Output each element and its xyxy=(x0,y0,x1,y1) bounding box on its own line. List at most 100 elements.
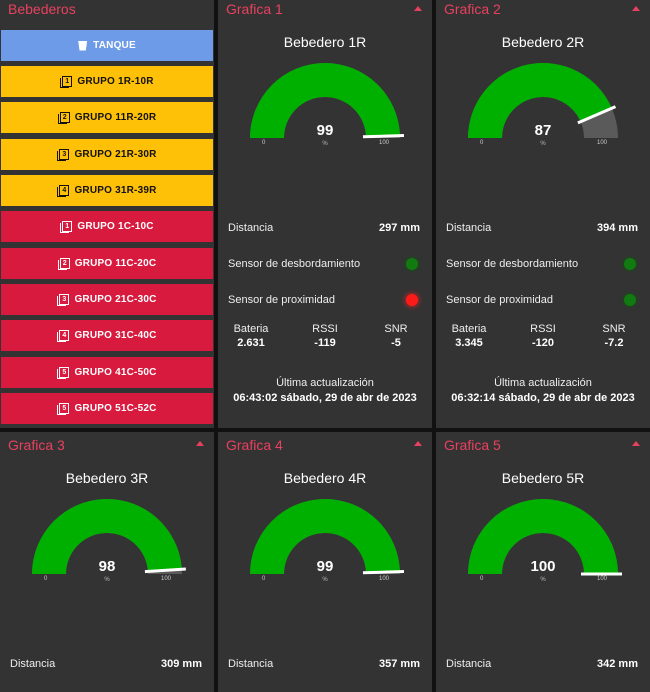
gauge-unit: % xyxy=(540,141,546,147)
grafica-1-card: Grafica 1 Bebedero 1R 99 % 0 100 Distanc… xyxy=(218,0,432,428)
gauge-max: 100 xyxy=(597,576,608,582)
tanque-button[interactable]: TANQUE xyxy=(1,30,213,61)
button-label: GRUPO 31C-40C xyxy=(74,330,157,341)
button-label: GRUPO 41C-50C xyxy=(74,367,157,378)
gauge-unit: % xyxy=(322,141,328,147)
grafica-3-card: Grafica 3 Bebedero 3R 98 % 0 100 Distanc… xyxy=(0,432,214,692)
gauge-title: Bebedero 3R xyxy=(65,470,149,486)
gauge-fill xyxy=(468,62,612,138)
filter-3-icon: 3 xyxy=(57,148,70,161)
grafica-2-card: Grafica 2 Bebedero 2R 87 % 0 100 Distanc… xyxy=(436,0,650,428)
level-gauge xyxy=(32,499,186,574)
filter-3-icon: 3 xyxy=(57,293,70,306)
gauge-title: Bebedero 2R xyxy=(501,34,585,50)
sidebar-title: Bebederos xyxy=(8,1,76,17)
grupo-31c-40c-button[interactable]: 4 GRUPO 31C-40C xyxy=(1,320,213,351)
grafica-5-card: Grafica 5 Bebedero 5R 100 % 0 100 Distan… xyxy=(436,432,650,692)
gauge-min: 0 xyxy=(480,140,484,146)
collapse-icon[interactable] xyxy=(196,441,204,446)
gauge-value: 100 xyxy=(530,558,556,575)
battery-stat: Bateria 2.631 xyxy=(233,323,269,349)
proximity-sensor-label: Sensor de proximidad xyxy=(446,294,554,306)
card-title: Grafica 1 xyxy=(226,1,283,17)
distance-value: 309 mm xyxy=(161,658,202,670)
button-label: GRUPO 51C-52C xyxy=(74,403,157,414)
grupo-21r-30r-button[interactable]: 3 GRUPO 21R-30R xyxy=(1,139,213,170)
filter-5-icon: 5 xyxy=(57,366,70,379)
card-title: Grafica 2 xyxy=(444,1,501,17)
overflow-sensor-label: Sensor de desbordamiento xyxy=(446,258,579,270)
gauge-min: 0 xyxy=(44,576,48,582)
gauge-min: 0 xyxy=(262,140,266,146)
distance-label: Distancia xyxy=(228,658,274,670)
gauge-min: 0 xyxy=(262,576,266,582)
overflow-sensor-label: Sensor de desbordamiento xyxy=(228,258,361,270)
filter-4-icon: 4 xyxy=(57,329,70,342)
distance-label: Distancia xyxy=(10,658,56,670)
level-gauge xyxy=(468,62,618,139)
gauge-needle xyxy=(362,570,405,575)
grupo-51c-52c-button[interactable]: 5 GRUPO 51C-52C xyxy=(1,393,213,424)
button-label: GRUPO 11R-20R xyxy=(74,112,157,123)
distance-label: Distancia xyxy=(228,222,274,234)
gauge-unit: % xyxy=(104,577,110,583)
button-label: GRUPO 31R-39R xyxy=(74,185,157,196)
distance-value: 394 mm xyxy=(597,222,638,234)
rssi-stat: RSSI -119 xyxy=(312,323,338,349)
gauge-value: 98 xyxy=(98,558,116,575)
gauge-needle xyxy=(362,134,405,139)
proximity-sensor-led xyxy=(406,294,418,306)
gauge-max: 100 xyxy=(379,140,390,146)
gauge-max: 100 xyxy=(597,140,608,146)
card-title: Grafica 3 xyxy=(8,437,65,453)
grupo-11r-20r-button[interactable]: 2 GRUPO 11R-20R xyxy=(1,102,213,133)
button-label: GRUPO 1C-10C xyxy=(77,221,154,232)
gauge-title: Bebedero 4R xyxy=(283,470,367,486)
filter-5-icon: 5 xyxy=(57,402,70,415)
card-title: Grafica 4 xyxy=(226,437,283,453)
gauge-fill xyxy=(468,499,618,574)
grupo-11c-20c-button[interactable]: 2 GRUPO 11C-20C xyxy=(1,248,213,279)
distance-value: 297 mm xyxy=(379,222,420,234)
grupo-21c-30c-button[interactable]: 3 GRUPO 21C-30C xyxy=(1,284,213,315)
gauge-fill xyxy=(32,499,182,574)
distance-label: Distancia xyxy=(446,222,492,234)
snr-stat: SNR -5 xyxy=(384,323,408,349)
collapse-icon[interactable] xyxy=(632,6,640,11)
gauge-title: Bebedero 1R xyxy=(283,34,367,50)
grafica-4-card: Grafica 4 Bebedero 4R 99 % 0 100 Distanc… xyxy=(218,432,432,692)
gauge-min: 0 xyxy=(480,576,484,582)
gauge-unit: % xyxy=(322,577,328,583)
grupo-1c-10c-button[interactable]: 1 GRUPO 1C-10C xyxy=(1,211,213,242)
level-gauge xyxy=(250,498,405,575)
gauge-needle xyxy=(577,105,617,125)
grupo-1r-10r-button[interactable]: 1 GRUPO 1R-10R xyxy=(1,66,213,97)
gauge-needle xyxy=(144,567,186,574)
gauge-fill xyxy=(250,62,400,138)
level-gauge xyxy=(250,62,405,139)
gauge-max: 100 xyxy=(379,576,390,582)
level-gauge xyxy=(468,499,622,576)
distance-label: Distancia xyxy=(446,658,492,670)
collapse-icon[interactable] xyxy=(414,441,422,446)
button-label: TANQUE xyxy=(93,40,136,51)
grupo-41c-50c-button[interactable]: 5 GRUPO 41C-50C xyxy=(1,357,213,388)
filter-1-icon: 1 xyxy=(60,75,73,88)
filter-2-icon: 2 xyxy=(57,257,70,270)
snr-stat: SNR -7.2 xyxy=(602,323,626,349)
last-update: Última actualización 06:32:14 sábado, 29 … xyxy=(451,377,635,404)
battery-stat: Bateria 3.345 xyxy=(451,323,487,349)
rssi-stat: RSSI -120 xyxy=(530,323,556,349)
collapse-icon[interactable] xyxy=(632,441,640,446)
button-label: GRUPO 11C-20C xyxy=(74,258,157,269)
overflow-sensor-led xyxy=(406,258,418,270)
gauge-title: Bebedero 5R xyxy=(501,470,585,486)
distance-value: 342 mm xyxy=(597,658,638,670)
grupo-31r-39r-button[interactable]: 4 GRUPO 31R-39R xyxy=(1,175,213,206)
overflow-sensor-led xyxy=(624,258,636,270)
gauge-value: 99 xyxy=(316,122,334,139)
button-label: GRUPO 1R-10R xyxy=(77,76,154,87)
collapse-icon[interactable] xyxy=(414,6,422,11)
gauge-value: 99 xyxy=(316,558,334,575)
proximity-sensor-label: Sensor de proximidad xyxy=(228,294,336,306)
